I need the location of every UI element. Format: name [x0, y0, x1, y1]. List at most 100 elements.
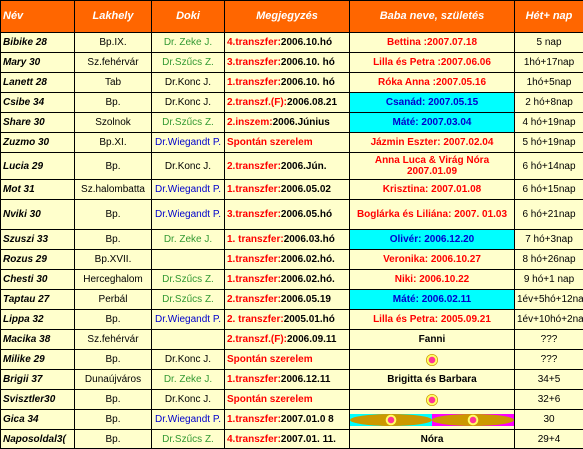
cell-lakhely[interactable]: Bp.	[75, 200, 152, 230]
cell-het[interactable]: 5 nap	[515, 33, 583, 53]
cell-nev[interactable]: Zuzmo 30	[1, 133, 75, 153]
cell-het[interactable]: ???	[515, 350, 583, 370]
cell-het[interactable]: ???	[515, 330, 583, 350]
cell-nev[interactable]: Mot 31	[1, 180, 75, 200]
cell-lakhely[interactable]: Bp.	[75, 390, 152, 410]
cell-baba[interactable]: Lilla és Petra :2007.06.06	[350, 53, 515, 73]
cell-megjegyzes[interactable]: 1.transzfer:2007.01.0 8	[225, 410, 350, 430]
cell-lakhely[interactable]: Bp.	[75, 93, 152, 113]
cell-megjegyzes[interactable]: 2. transzfer:2005.01.hó	[225, 310, 350, 330]
cell-nev[interactable]: Lucia 29	[1, 153, 75, 180]
header-lakhely[interactable]: Lakhely	[75, 1, 152, 33]
cell-doki[interactable]: Dr.Szűcs Z.	[152, 270, 225, 290]
cell-doki[interactable]: Dr.Wiegandt P.	[152, 180, 225, 200]
header-het[interactable]: Hét+ nap	[515, 1, 583, 33]
cell-doki[interactable]: Dr. Zeke J.	[152, 33, 225, 53]
cell-nev[interactable]: Naposoldal3(	[1, 430, 75, 449]
cell-het[interactable]: 1hó+17nap	[515, 53, 583, 73]
cell-doki[interactable]: Dr.Szűcs Z.	[152, 430, 225, 449]
cell-baba[interactable]: Máté: 2007.03.04	[350, 113, 515, 133]
cell-doki[interactable]: Dr.Szűcs Z.	[152, 53, 225, 73]
cell-lakhely[interactable]: Bp.XI.	[75, 133, 152, 153]
cell-nev[interactable]: Mary 30	[1, 53, 75, 73]
cell-doki[interactable]	[152, 330, 225, 350]
cell-megjegyzes[interactable]: Spontán szerelem	[225, 390, 350, 410]
cell-baba[interactable]: Bettina :2007.07.18	[350, 33, 515, 53]
cell-doki[interactable]: Dr.Konc J.	[152, 73, 225, 93]
cell-het[interactable]: 6 hó+15nap	[515, 180, 583, 200]
cell-lakhely[interactable]: Bp.	[75, 310, 152, 330]
cell-doki[interactable]: Dr.Konc J.	[152, 153, 225, 180]
header-megjegyzes[interactable]: Megjegyzés	[225, 1, 350, 33]
cell-nev[interactable]: Bibike 28	[1, 33, 75, 53]
cell-het[interactable]: 4 hó+19nap	[515, 113, 583, 133]
cell-megjegyzes[interactable]: Spontán szerelem	[225, 133, 350, 153]
cell-baba[interactable]: Fanni	[350, 330, 515, 350]
cell-het[interactable]: 29+4	[515, 430, 583, 449]
cell-megjegyzes[interactable]: 1.transzfer:2006.12.11	[225, 370, 350, 390]
cell-baba[interactable]: Máté: 2006.02.11	[350, 290, 515, 310]
cell-het[interactable]: 6 hó+21nap	[515, 200, 583, 230]
cell-doki[interactable]: Dr.Konc J.	[152, 350, 225, 370]
cell-megjegyzes[interactable]: 1.transzfer:2006.02.hó.	[225, 250, 350, 270]
cell-het[interactable]: 8 hó+26nap	[515, 250, 583, 270]
cell-baba[interactable]: Csanád: 2007.05.15	[350, 93, 515, 113]
cell-nev[interactable]: Gica 34	[1, 410, 75, 430]
cell-megjegyzes[interactable]: 2.transzf.(F):2006.09.11	[225, 330, 350, 350]
cell-baba[interactable]	[350, 390, 515, 410]
cell-nev[interactable]: Lippa 32	[1, 310, 75, 330]
cell-doki[interactable]: Dr. Zeke J.	[152, 230, 225, 250]
cell-lakhely[interactable]: Sz.fehérvár	[75, 53, 152, 73]
cell-nev[interactable]: Share 30	[1, 113, 75, 133]
cell-lakhely[interactable]: Bp.	[75, 350, 152, 370]
cell-baba[interactable]	[350, 410, 515, 430]
cell-het[interactable]: 34+5	[515, 370, 583, 390]
cell-nev[interactable]: Milike 29	[1, 350, 75, 370]
cell-lakhely[interactable]: Bp.	[75, 230, 152, 250]
cell-lakhely[interactable]: Sz.fehérvár	[75, 330, 152, 350]
cell-doki[interactable]: Dr.Wiegandt P.	[152, 133, 225, 153]
cell-megjegyzes[interactable]: 2.transzfer:2006.05.19	[225, 290, 350, 310]
cell-megjegyzes[interactable]: 2.transzf.(F):2006.08.21	[225, 93, 350, 113]
cell-nev[interactable]: Svisztler30	[1, 390, 75, 410]
cell-lakhely[interactable]: Bp.	[75, 153, 152, 180]
cell-het[interactable]: 1év+5hó+12nap	[515, 290, 583, 310]
cell-baba[interactable]: Róka Anna :2007.05.16	[350, 73, 515, 93]
cell-baba[interactable]: Nóra	[350, 430, 515, 449]
cell-lakhely[interactable]: Szolnok	[75, 113, 152, 133]
cell-megjegyzes[interactable]: 2.transzfer:2006.Jún.	[225, 153, 350, 180]
cell-nev[interactable]: Brigii 37	[1, 370, 75, 390]
cell-het[interactable]: 5 hó+19nap	[515, 133, 583, 153]
header-nev[interactable]: Név	[1, 1, 75, 33]
cell-doki[interactable]: Dr.Szűcs Z.	[152, 113, 225, 133]
cell-het[interactable]: 1év+10hó+2nap	[515, 310, 583, 330]
cell-het[interactable]: 1hó+5nap	[515, 73, 583, 93]
cell-nev[interactable]: Macika 38	[1, 330, 75, 350]
cell-lakhely[interactable]: Sz.halombatta	[75, 180, 152, 200]
cell-lakhely[interactable]: Bp.IX.	[75, 33, 152, 53]
cell-het[interactable]: 32+6	[515, 390, 583, 410]
cell-megjegyzes[interactable]: 3.transzfer:2006.10. hó	[225, 53, 350, 73]
cell-doki[interactable]: Dr.Konc J.	[152, 390, 225, 410]
cell-megjegyzes[interactable]: 4.transzfer:2007.01. 11.	[225, 430, 350, 449]
cell-baba[interactable]: Krisztina: 2007.01.08	[350, 180, 515, 200]
cell-lakhely[interactable]: Bp.	[75, 430, 152, 449]
cell-baba[interactable]: Brigitta és Barbara	[350, 370, 515, 390]
cell-lakhely[interactable]: Perbál	[75, 290, 152, 310]
cell-megjegyzes[interactable]: 1. transzfer:2006.03.hó	[225, 230, 350, 250]
cell-baba[interactable]: Lilla és Petra: 2005.09.21	[350, 310, 515, 330]
cell-baba[interactable]: Anna Luca & Virág Nóra 2007.01.09	[350, 153, 515, 180]
cell-het[interactable]: 6 hó+14nap	[515, 153, 583, 180]
cell-het[interactable]: 30	[515, 410, 583, 430]
cell-nev[interactable]: Lanett 28	[1, 73, 75, 93]
cell-het[interactable]: 9 hó+1 nap	[515, 270, 583, 290]
cell-het[interactable]: 7 hó+3nap	[515, 230, 583, 250]
header-baba[interactable]: Baba neve, születés	[350, 1, 515, 33]
cell-nev[interactable]: Rozus 29	[1, 250, 75, 270]
cell-baba[interactable]	[350, 350, 515, 370]
cell-lakhely[interactable]: Bp.	[75, 410, 152, 430]
cell-lakhely[interactable]: Dunaújváros	[75, 370, 152, 390]
cell-doki[interactable]: Dr.Konc J.	[152, 93, 225, 113]
cell-megjegyzes[interactable]: 4.transzfer:2006.10.hó	[225, 33, 350, 53]
cell-baba[interactable]: Niki: 2006.10.22	[350, 270, 515, 290]
